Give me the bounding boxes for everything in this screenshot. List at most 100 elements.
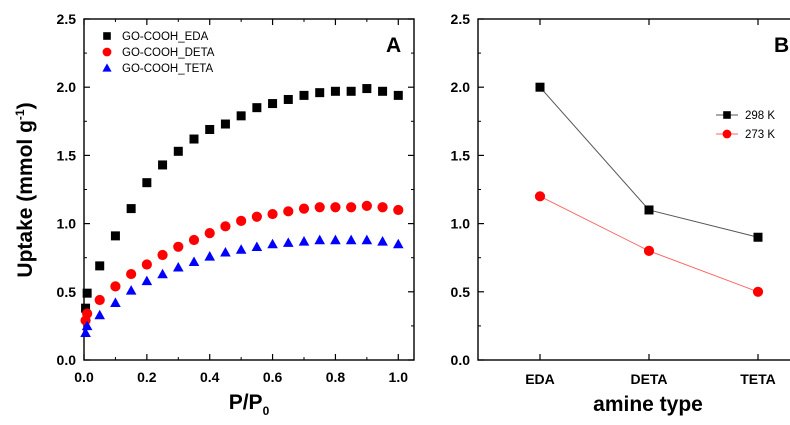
y-tick-label: 1.5 <box>451 147 471 163</box>
legend-marker-circle <box>722 129 732 139</box>
data-point-circle <box>126 268 137 280</box>
legend-marker-triangle <box>102 63 112 72</box>
panel-b-x-axis-title: amine type <box>593 393 703 416</box>
x-tick-label: 1.0 <box>389 369 409 385</box>
data-point-square <box>142 178 152 188</box>
panel-b-points <box>534 82 764 297</box>
data-point-circle <box>330 202 341 213</box>
data-point-triangle <box>377 236 388 246</box>
panel-a-y-axis-title: Uptake (mmol g-1) <box>13 102 37 277</box>
panel-a-points <box>80 84 404 337</box>
data-point-triangle <box>141 275 153 286</box>
data-point-square <box>644 205 654 215</box>
data-point-circle <box>298 203 310 214</box>
y-tick-label: 0.5 <box>57 284 77 300</box>
data-point-circle <box>188 234 200 246</box>
data-point-triangle <box>188 256 200 267</box>
data-point-square <box>205 124 215 134</box>
data-point-circle <box>361 200 372 211</box>
data-point-triangle <box>330 234 341 245</box>
data-point-square <box>268 99 278 109</box>
y-axis-title-superscript: -1 <box>13 109 27 120</box>
data-point-triangle <box>204 251 216 261</box>
data-point-square <box>82 288 92 298</box>
data-point-square <box>189 134 199 144</box>
legend-label: GO-COOH_EDA <box>122 31 209 43</box>
data-point-square <box>158 160 168 170</box>
data-point-circle <box>377 202 388 213</box>
data-point-triangle <box>267 238 278 249</box>
data-point-circle <box>393 204 404 216</box>
data-point-circle <box>236 215 247 226</box>
data-point-triangle <box>314 234 326 245</box>
x-tick-label: 0.6 <box>263 369 283 385</box>
x-tick-label: 0.2 <box>137 369 157 385</box>
panel-b-label: B <box>774 34 789 57</box>
y-tick-label: 0.5 <box>451 284 471 300</box>
panel-b: 0.0 0.5 1.0 1.5 2.0 2.5 EDA DETA TETA 298 K 273 K… <box>451 11 790 416</box>
y-tick-label: 1.0 <box>451 216 471 232</box>
legend-label: GO-COOH_TETA <box>122 63 213 75</box>
data-point-square <box>220 119 230 129</box>
y-tick-label: 0.0 <box>57 352 77 368</box>
data-point-triangle <box>94 309 106 320</box>
data-point-circle <box>204 228 215 239</box>
y-tick-label: 0.0 <box>451 352 471 368</box>
data-point-circle <box>251 211 262 222</box>
data-point-circle <box>82 308 93 319</box>
data-point-circle <box>752 286 764 297</box>
panel-a: 0.0 0.2 0.4 0.6 0.8 1.0 0.0 0.5 1.0 1.5 2.0 2.5 GO-… <box>13 11 415 418</box>
data-point-triangle <box>81 320 93 331</box>
panel-b-legend: 298 K 273 K <box>716 110 775 141</box>
data-point-circle <box>267 208 278 220</box>
data-point-square <box>393 90 403 100</box>
y-tick-label: 2.5 <box>451 11 471 27</box>
data-point-square <box>362 84 372 94</box>
data-point-triangle <box>345 234 357 245</box>
panel-a-label: A <box>386 34 401 57</box>
data-point-square <box>378 86 388 96</box>
data-point-triangle <box>298 236 310 246</box>
data-point-square <box>173 146 183 156</box>
data-point-square <box>110 231 120 241</box>
x-tick-label: EDA <box>525 371 555 387</box>
x-tick-label: DETA <box>630 371 667 387</box>
y-tick-label: 2.0 <box>57 79 77 95</box>
data-point-triangle <box>235 244 247 254</box>
data-point-circle <box>314 202 325 213</box>
data-point-triangle <box>282 237 294 247</box>
panel-b-frame <box>477 18 790 361</box>
series-line <box>539 86 759 238</box>
data-point-square <box>330 86 340 96</box>
data-point-square <box>126 204 136 214</box>
x-tick-label: 0.8 <box>326 369 346 385</box>
data-point-square <box>81 303 91 313</box>
data-point-triangle <box>110 297 121 307</box>
legend-marker-square <box>723 111 731 119</box>
data-point-triangle <box>220 246 231 257</box>
y-tick-label: 2.0 <box>451 79 471 95</box>
legend-label: 298 K <box>745 110 775 122</box>
data-point-triangle <box>392 238 404 249</box>
data-point-circle <box>346 202 357 213</box>
data-point-triangle <box>125 285 137 295</box>
data-point-square <box>346 86 356 96</box>
x-axis-title-subscript: 0 <box>263 404 270 418</box>
data-point-square <box>236 111 246 121</box>
data-point-triangle <box>361 234 373 245</box>
x-tick-label: TETA <box>740 371 776 387</box>
panel-a-legend: GO-COOH_EDA GO-COOH_DETA GO-COOH_TETA <box>102 31 215 75</box>
data-point-square <box>535 82 545 92</box>
panel-a-x-axis-title: P/P0 <box>229 391 270 418</box>
data-point-square <box>753 232 763 242</box>
data-point-square <box>299 90 309 100</box>
legend-marker-circle <box>102 47 112 57</box>
data-point-circle <box>534 191 546 202</box>
data-point-circle <box>110 281 121 292</box>
data-point-circle <box>173 241 184 252</box>
y-axis-title-end: ) <box>14 102 37 109</box>
data-point-square <box>95 261 105 271</box>
panel-a-ticks: 0.0 0.2 0.4 0.6 0.8 1.0 0.0 0.5 1.0 1.5 2.0 2.5 <box>57 11 414 385</box>
data-point-circle <box>643 245 655 256</box>
